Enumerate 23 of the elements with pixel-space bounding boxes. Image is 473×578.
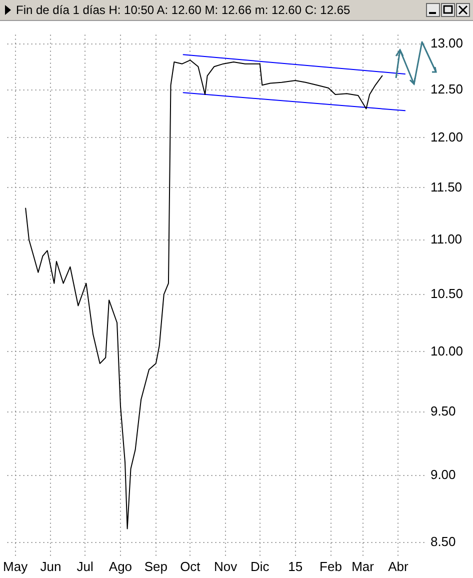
y-tick-label: 10.50 [430, 286, 464, 302]
y-tick-label: 9.00 [430, 466, 456, 482]
x-tick-label: Mar [352, 558, 375, 574]
x-tick-label: Oct [180, 558, 201, 574]
x-tick-label: Feb [320, 558, 342, 574]
y-tick-label: 12.00 [430, 129, 464, 144]
y-tick-label: 8.50 [430, 534, 456, 550]
x-tick-label: Jun [40, 558, 62, 574]
x-tick-label: May [3, 558, 28, 574]
y-tick-label: 11.00 [430, 231, 462, 246]
chart-title: Fin de día 1 días H: 10:50 A: 12.60 M: 12.66 m: 12.60 C: 12.65 [16, 3, 352, 17]
y-tick-label: 10.00 [430, 343, 464, 358]
x-tick-label: Jul [76, 558, 94, 574]
x-tick-label: Nov [214, 558, 238, 574]
x-tick-label: Sep [144, 558, 168, 574]
y-tick-label: 12.50 [430, 81, 464, 96]
x-tick-label: Ago [108, 558, 132, 574]
x-tick-label: 15 [288, 558, 303, 574]
y-tick-label: 13.00 [430, 35, 464, 50]
x-tick-label: Dic [250, 558, 270, 574]
x-tick-label: Abr [388, 558, 409, 574]
y-tick-label: 11.50 [430, 179, 462, 194]
y-tick-label: 9.50 [430, 404, 456, 419]
